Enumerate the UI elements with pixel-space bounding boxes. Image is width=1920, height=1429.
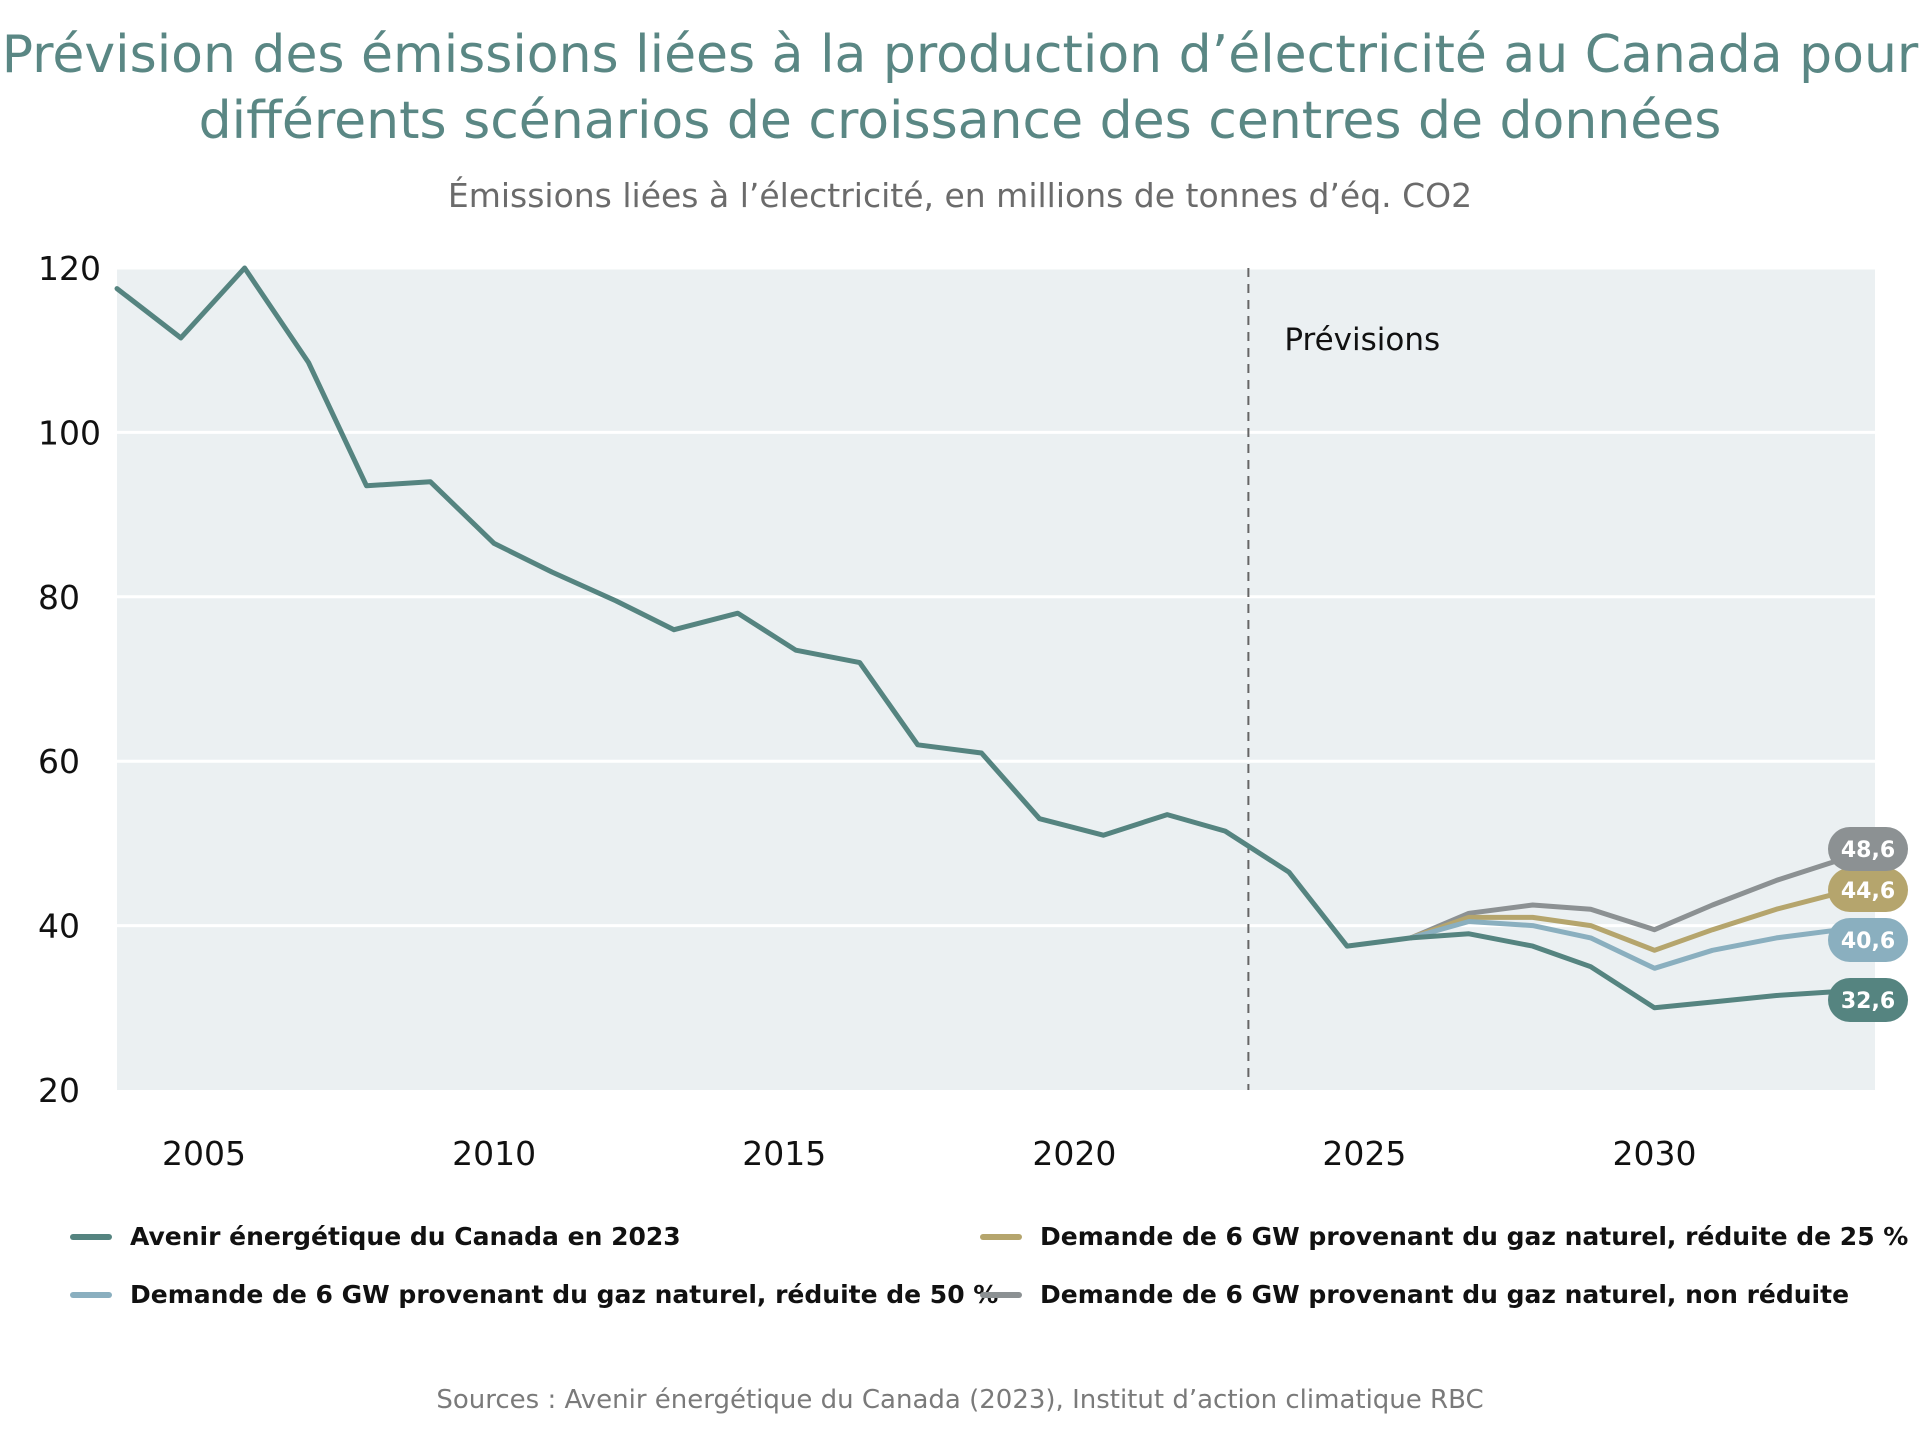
chart-title: Prévision des émissions liées à la produ… bbox=[0, 22, 1920, 154]
chart-title-line-1: Prévision des émissions liées à la produ… bbox=[1, 25, 1919, 85]
y-tick-label-20: 20 bbox=[38, 1071, 80, 1110]
series-end-label-text-2: 40,6 bbox=[1841, 929, 1895, 954]
legend-swatch-reduced-25 bbox=[980, 1233, 1022, 1240]
x-tick-label-2030: 2030 bbox=[1613, 1134, 1697, 1173]
x-tick-label-2025: 2025 bbox=[1322, 1134, 1406, 1173]
y-tick-label-120: 120 bbox=[38, 249, 101, 288]
y-tick-label-100: 100 bbox=[38, 413, 101, 452]
y-tick-label-60: 60 bbox=[38, 742, 80, 781]
legend-item-reduced-50: Demande de 6 GW provenant du gaz naturel… bbox=[70, 1280, 998, 1309]
legend-label-base: Avenir énergétique du Canada en 2023 bbox=[130, 1222, 681, 1251]
series-line-2 bbox=[1408, 919, 1843, 971]
legend-swatch-base bbox=[70, 1233, 112, 1240]
legend-swatch-reduced-50 bbox=[70, 1291, 112, 1298]
series-end-label-text-0: 32,6 bbox=[1841, 989, 1895, 1014]
y-tick-label-80: 80 bbox=[38, 578, 80, 617]
series-line-0 bbox=[114, 265, 1843, 1011]
x-tick-label-2005: 2005 bbox=[162, 1134, 246, 1173]
x-tick-label-2020: 2020 bbox=[1032, 1134, 1116, 1173]
chart-title-line-2: différents scénarios de croissance des c… bbox=[198, 91, 1722, 151]
legend-swatch-unabated bbox=[980, 1291, 1022, 1298]
line-chart: 20 40 60 80 100 120 2005 2010 2015 2020 2025 2030 Pr… bbox=[38, 249, 1908, 1173]
legend-item-base: Avenir énergétique du Canada en 2023 bbox=[70, 1222, 681, 1251]
series-line-3 bbox=[1408, 857, 1843, 941]
series-end-label-text-1: 44,6 bbox=[1841, 879, 1895, 904]
chart-legend: Avenir énergétique du Canada en 2023 Dem… bbox=[70, 1222, 1908, 1352]
series-end-label-pill-1 bbox=[1828, 868, 1908, 912]
series-end-label-3: 48,6 bbox=[1828, 827, 1908, 871]
series-line-1 bbox=[1408, 890, 1843, 953]
plot-background bbox=[117, 268, 1875, 1090]
series-end-label-text-3: 48,6 bbox=[1841, 838, 1895, 863]
series-end-label-1: 44,6 bbox=[1828, 868, 1908, 912]
legend-label-reduced-50: Demande de 6 GW provenant du gaz naturel… bbox=[130, 1280, 999, 1309]
series-end-label-pill-2 bbox=[1828, 918, 1908, 962]
series-end-label-2: 40,6 bbox=[1828, 918, 1908, 962]
legend-label-reduced-25: Demande de 6 GW provenant du gaz naturel… bbox=[1040, 1222, 1909, 1251]
series-end-label-0: 32,6 bbox=[1828, 978, 1908, 1022]
series-end-label-pill-3 bbox=[1828, 827, 1908, 871]
chart-subtitle: Émissions liées à l’électricité, en mill… bbox=[447, 176, 1473, 215]
legend-item-reduced-25: Demande de 6 GW provenant du gaz naturel… bbox=[980, 1222, 1908, 1251]
y-tick-label-40: 40 bbox=[38, 907, 80, 946]
legend-label-unabated: Demande de 6 GW provenant du gaz naturel… bbox=[1040, 1280, 1850, 1309]
x-tick-label-2010: 2010 bbox=[452, 1134, 536, 1173]
legend-item-unabated: Demande de 6 GW provenant du gaz naturel… bbox=[980, 1280, 1849, 1309]
forecast-annotation-label: Prévisions bbox=[1284, 322, 1440, 358]
series-end-label-pill-0 bbox=[1828, 978, 1908, 1022]
x-tick-label-2015: 2015 bbox=[742, 1134, 826, 1173]
source-note: Sources : Avenir énergétique du Canada (… bbox=[436, 1385, 1484, 1415]
